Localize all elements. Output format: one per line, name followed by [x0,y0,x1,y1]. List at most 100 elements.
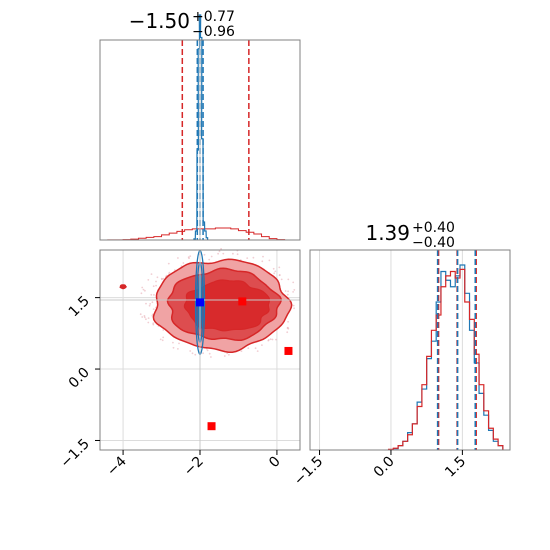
scatter-point [149,303,152,305]
scatter-point [172,346,175,349]
scatter-point [178,342,180,345]
x-tick-label: 0 [266,454,284,472]
scatter-point [206,349,209,352]
scatter-point [220,248,223,250]
scatter-point [274,270,277,273]
red-marker [284,346,293,355]
scatter-point [162,329,165,331]
scatter-point [152,308,155,310]
red-marker [207,422,216,431]
scatter-point [162,277,165,280]
scatter-point [150,293,153,296]
scatter-point [236,253,239,256]
scatter-point [256,350,259,352]
red-contour-inner [183,279,271,332]
scatter-point [284,290,287,292]
scatter-point [287,290,289,293]
scatter-point [155,280,157,283]
scatter-point [187,256,190,258]
scatter-point [143,315,146,317]
scatter-point [153,294,155,296]
scatter-point [293,289,296,291]
scatter-point [287,278,290,281]
x-tick-label: −2 [181,454,207,480]
scatter-point [210,356,212,358]
scatter-point [161,339,164,342]
scatter-point [292,304,295,307]
scatter-point [280,278,283,281]
scatter-point [292,281,295,284]
scatter-point [189,255,192,257]
scatter-point [162,336,165,339]
scatter-point [147,317,150,319]
scatter-point [272,267,275,270]
marginal-y-title-sub: −0.40 [412,235,455,251]
scatter-point [218,250,221,253]
scatter-point [217,252,220,255]
scatter-point [275,338,277,341]
scatter-point [287,320,289,323]
scatter-point [246,257,249,259]
y-tick-label: 0.0 [66,365,93,392]
marginal-x-panel: −1.50 +0.77−0.96 [99,9,301,241]
marginal-x-title-sup: +0.77 [192,9,235,25]
scatter-point [147,321,150,324]
scatter-point [271,338,274,341]
red-contour-island [119,284,127,290]
scatter-point [177,257,179,259]
scatter-point [208,352,211,355]
marginal-y-title-sup: +0.40 [412,220,455,236]
marginal-x-title-main: −1.50 [129,9,190,33]
scatter-point [147,279,150,281]
scatter-point [252,256,255,259]
scatter-point [202,352,205,355]
scatter-point [155,284,158,287]
scatter-point [268,259,271,262]
scatter-point [167,262,170,265]
scatter-point [152,323,155,326]
marginal-y-title-main: 1.39 [365,221,410,245]
scatter-point [145,318,147,321]
x-tick-label: −1.5 [291,454,326,489]
scatter-point [226,352,229,355]
blue-histogram [193,14,209,240]
scatter-point [172,341,174,344]
scatter-point [160,277,163,280]
blue-histogram [387,264,504,451]
red-histogram [387,268,504,450]
scatter-point [189,350,192,352]
x-tick-label: 0.0 [371,454,398,481]
red-histogram [107,227,286,241]
scatter-point [141,316,144,318]
scatter-point [278,274,281,276]
scatter-point [159,338,162,341]
scatter-point [261,344,263,346]
scatter-point [286,331,289,334]
scatter-point [142,288,145,291]
scatter-point [223,355,226,357]
scatter-point [177,348,179,350]
scatter-point [293,307,295,310]
scatter-point [148,304,151,307]
scatter-point [278,266,281,269]
scatter-point [286,293,289,296]
scatter-point [139,313,142,316]
blue-marker [196,298,204,307]
scatter-point [194,353,197,356]
scatter-point [247,347,250,349]
scatter-point [267,339,270,341]
scatter-point [141,286,144,289]
marginal-x-frame [99,39,301,241]
scatter-point [210,255,213,258]
y-tick-label: −1.5 [57,436,92,471]
scatter-point [145,302,147,305]
marginal-x-title-sub: −0.96 [192,24,235,40]
scatter-point [261,260,264,263]
scatter-point [269,338,272,341]
scatter-point [152,285,155,288]
scatter-point [228,353,230,356]
scatter-point [240,350,243,352]
x-tick-label: −4 [104,453,130,479]
x-tick-label: 1.5 [442,454,469,481]
